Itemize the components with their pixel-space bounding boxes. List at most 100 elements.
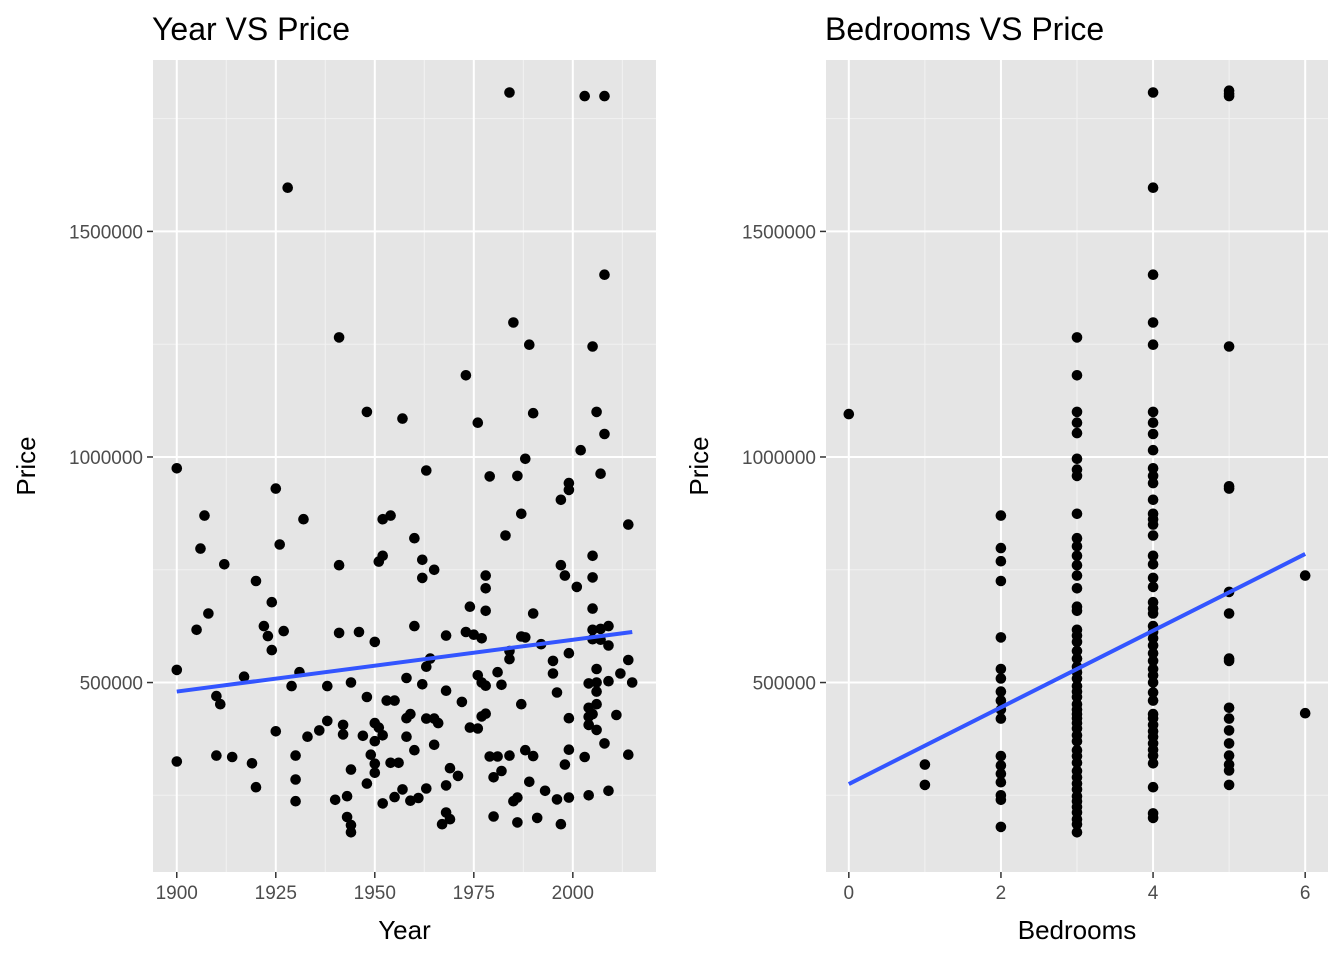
data-point — [591, 686, 602, 697]
data-point — [488, 811, 499, 822]
data-point — [369, 735, 381, 747]
data-point — [1223, 713, 1235, 724]
data-point — [496, 679, 507, 691]
data-point — [520, 453, 531, 465]
data-point — [995, 695, 1007, 706]
data-point — [1147, 417, 1159, 429]
data-points — [843, 85, 1311, 838]
data-point — [1147, 655, 1159, 667]
data-point — [421, 661, 432, 672]
data-point — [587, 624, 598, 636]
data-point — [246, 758, 258, 769]
data-point — [428, 739, 440, 751]
data-point — [345, 677, 357, 688]
data-point — [345, 827, 357, 838]
data-point — [464, 722, 476, 733]
data-point — [444, 813, 456, 825]
data-point — [496, 765, 507, 777]
data-point — [555, 818, 567, 830]
data-point — [211, 750, 222, 761]
data-point — [563, 647, 575, 659]
data-point — [401, 672, 412, 684]
data-point — [995, 794, 1007, 806]
data-point — [1147, 530, 1159, 541]
data-point — [428, 564, 440, 576]
data-point — [603, 785, 614, 797]
data-point — [357, 730, 369, 742]
data-point — [322, 680, 333, 692]
data-point — [919, 759, 931, 770]
data-point — [1147, 87, 1159, 98]
data-point — [345, 764, 357, 775]
data-point — [563, 792, 575, 803]
data-point — [995, 510, 1007, 521]
data-point — [1071, 508, 1083, 520]
data-point — [405, 708, 416, 720]
data-point — [1147, 640, 1159, 651]
data-point — [290, 774, 301, 785]
data-point — [995, 821, 1007, 833]
data-point — [1071, 605, 1083, 617]
data-point — [500, 530, 511, 541]
data-point — [587, 341, 598, 352]
data-point — [995, 663, 1007, 675]
data-point — [603, 675, 614, 687]
data-point — [405, 795, 416, 806]
data-point — [337, 719, 349, 731]
data-point — [1147, 494, 1159, 506]
data-point — [195, 543, 206, 554]
data-point — [1147, 572, 1159, 584]
data-point — [995, 686, 1007, 697]
data-point — [599, 738, 610, 749]
data-point — [369, 767, 381, 779]
data-point — [1223, 765, 1235, 776]
data-point — [298, 513, 309, 525]
data-point — [417, 572, 428, 584]
data-point — [401, 731, 412, 742]
data-point — [270, 483, 282, 494]
data-point — [555, 559, 567, 571]
data-point — [219, 559, 230, 570]
data-point — [421, 465, 432, 476]
data-point — [314, 725, 325, 736]
data-points — [171, 87, 638, 838]
data-point — [504, 87, 515, 98]
data-point — [1071, 653, 1083, 664]
data-point — [563, 744, 575, 755]
data-point — [551, 687, 563, 698]
data-point — [531, 812, 543, 824]
y-axis-title: Price — [11, 436, 41, 495]
data-point — [995, 575, 1007, 587]
data-point — [492, 666, 503, 678]
data-point — [1147, 695, 1159, 706]
data-point — [417, 679, 428, 690]
data-point — [599, 428, 610, 440]
data-point — [389, 695, 400, 706]
data-point — [555, 494, 567, 506]
data-point — [171, 664, 183, 676]
data-point — [1071, 370, 1083, 381]
data-point — [444, 762, 456, 774]
data-point — [1071, 583, 1083, 594]
data-point — [460, 370, 472, 381]
data-point — [377, 798, 389, 809]
data-point — [1223, 779, 1235, 791]
x-tick-label: 1950 — [354, 883, 396, 904]
data-point — [377, 513, 389, 525]
data-point — [238, 671, 250, 682]
data-point — [377, 730, 389, 741]
data-point — [250, 575, 262, 587]
data-point — [226, 751, 238, 763]
data-point — [1147, 519, 1159, 530]
data-point — [361, 691, 373, 703]
data-point — [995, 750, 1007, 762]
data-point — [329, 794, 341, 806]
data-point — [591, 406, 602, 418]
y-tick-label: 1500000 — [742, 222, 816, 243]
x-axis-ticks: 0 2 4 6 — [844, 872, 1310, 904]
data-point — [480, 570, 492, 581]
y-tick-label: 1000000 — [742, 448, 816, 469]
fit-line — [847, 552, 1307, 786]
data-point — [337, 729, 349, 740]
